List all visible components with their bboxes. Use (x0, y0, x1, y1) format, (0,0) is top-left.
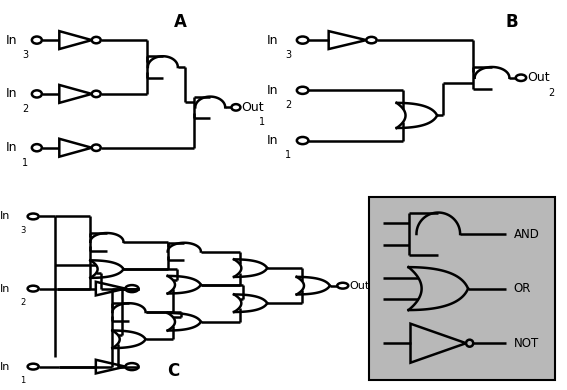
Text: OR: OR (514, 282, 531, 295)
Text: 2: 2 (20, 298, 26, 307)
Text: In: In (266, 84, 278, 97)
Text: 2: 2 (548, 88, 555, 98)
Text: 1: 1 (20, 376, 26, 385)
Text: In: In (0, 211, 10, 222)
Text: 3: 3 (20, 226, 26, 235)
FancyBboxPatch shape (369, 197, 556, 380)
Text: Out: Out (349, 281, 370, 291)
Text: In: In (266, 34, 278, 46)
Text: 2: 2 (22, 104, 28, 114)
Text: In: In (6, 141, 17, 154)
Text: Out: Out (527, 71, 550, 84)
Text: 3: 3 (371, 295, 376, 304)
Text: Out: Out (242, 101, 264, 114)
Text: In: In (6, 34, 17, 46)
Text: 3: 3 (285, 50, 291, 60)
Text: A: A (174, 13, 187, 31)
Text: C: C (167, 362, 179, 380)
Text: 1: 1 (22, 158, 28, 168)
Text: 2: 2 (285, 100, 291, 110)
Text: In: In (0, 362, 10, 372)
Text: 3: 3 (22, 50, 28, 60)
Text: B: B (506, 13, 519, 31)
Text: 1: 1 (285, 151, 291, 160)
Text: NOT: NOT (514, 337, 539, 350)
Text: AND: AND (514, 227, 540, 241)
Text: In: In (266, 134, 278, 147)
Text: In: In (6, 87, 17, 100)
Text: In: In (0, 284, 10, 294)
Text: 1: 1 (259, 117, 265, 127)
